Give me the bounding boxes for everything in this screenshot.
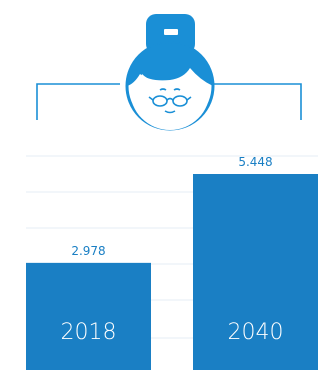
hair <box>127 43 213 86</box>
value-label-2040: 5.448 <box>238 155 272 169</box>
face <box>130 70 210 130</box>
category-labels: 2018 2040 <box>61 320 284 345</box>
category-label-2040: 2040 <box>228 320 284 345</box>
glasses-icon <box>148 88 192 114</box>
value-labels: 2.978 5.448 <box>71 155 272 258</box>
bars <box>26 174 318 370</box>
hair-clip <box>164 29 178 35</box>
connector-line <box>36 83 302 120</box>
bar-2040 <box>193 174 318 370</box>
bar-2018 <box>26 262 151 370</box>
grandmother-icon <box>36 14 302 131</box>
value-label-2018: 2.978 <box>71 244 105 258</box>
category-label-2018: 2018 <box>61 320 117 345</box>
